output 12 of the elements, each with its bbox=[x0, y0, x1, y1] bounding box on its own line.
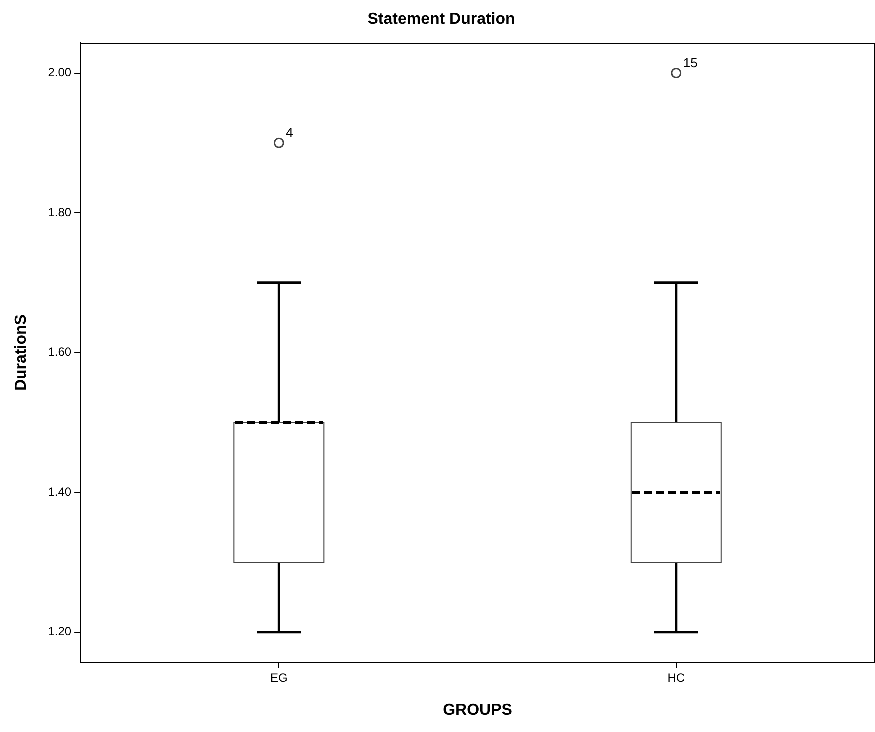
chart-title: Statement Duration bbox=[368, 11, 516, 28]
y-tick-label: 2.00 bbox=[48, 66, 72, 80]
annotation: 15 bbox=[683, 55, 698, 70]
y-tick-label: 1.40 bbox=[48, 484, 72, 499]
x-tick-label: EG bbox=[270, 670, 288, 685]
y-tick-label: 1.60 bbox=[48, 345, 72, 360]
x-axis-title: GROUPS bbox=[443, 702, 513, 719]
y-tick-label: 1.20 bbox=[48, 624, 72, 639]
x-tick-label: HC bbox=[668, 670, 686, 685]
annotation: 4 bbox=[286, 125, 294, 140]
y-tick-label: 1.80 bbox=[48, 205, 72, 220]
y-axis-title: DurationS bbox=[13, 314, 30, 392]
